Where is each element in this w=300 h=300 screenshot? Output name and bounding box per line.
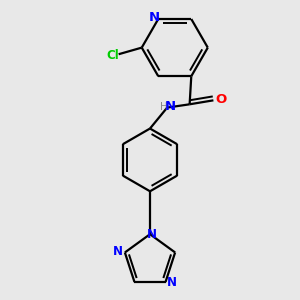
Text: Cl: Cl (106, 50, 119, 62)
Text: H: H (160, 102, 168, 112)
Text: N: N (149, 11, 160, 24)
Text: N: N (164, 100, 175, 113)
Text: N: N (147, 228, 157, 241)
Text: O: O (215, 93, 226, 106)
Text: N: N (167, 276, 177, 289)
Text: N: N (113, 245, 123, 258)
